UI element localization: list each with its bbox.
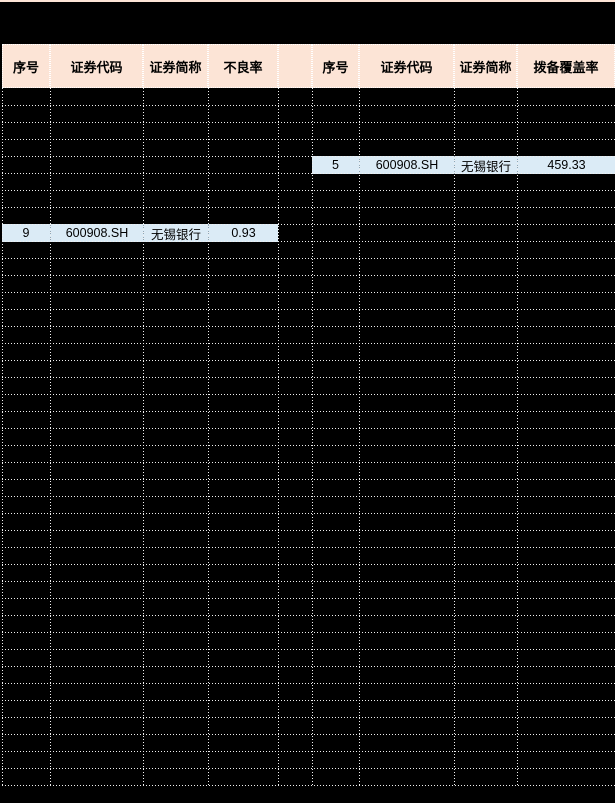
gridline-horizontal: [2, 479, 615, 480]
title-band-redacted: [0, 2, 615, 44]
gridline-horizontal: [2, 666, 615, 667]
gridline-horizontal: [2, 207, 615, 208]
left-highlight-value[interactable]: 0.93: [208, 224, 278, 242]
gridline-horizontal: [2, 139, 615, 140]
gridline-horizontal: [2, 343, 615, 344]
gridline-horizontal: [2, 326, 615, 327]
header-right-coverage-ratio[interactable]: 拨备覆盖率: [517, 44, 615, 88]
top-border-line: [0, 0, 615, 2]
gridline-horizontal: [2, 530, 615, 531]
header-left-npl-rate[interactable]: 不良率: [208, 44, 278, 88]
gridline-horizontal: [2, 632, 615, 633]
gridline-vertical: [143, 88, 144, 785]
left-highlight-code[interactable]: 600908.SH: [50, 224, 143, 242]
gridline-horizontal: [2, 445, 615, 446]
gridline-horizontal: [2, 309, 615, 310]
header-right-code[interactable]: 证券代码: [359, 44, 454, 88]
gridline-horizontal: [2, 258, 615, 259]
gridline-horizontal: [2, 768, 615, 769]
gridline-vertical: [50, 88, 51, 785]
right-highlight-name[interactable]: 无锡银行: [454, 156, 517, 174]
gridline-horizontal: [2, 377, 615, 378]
gridline-vertical: [454, 88, 455, 785]
gridline-horizontal: [2, 105, 615, 106]
gridline-vertical: [2, 88, 3, 785]
gridline-horizontal: [2, 649, 615, 650]
gridline-horizontal: [2, 717, 615, 718]
header-left-code[interactable]: 证券代码: [50, 44, 143, 88]
gridline-vertical: [312, 88, 313, 785]
header-right-name[interactable]: 证券简称: [454, 44, 517, 88]
gridline-horizontal: [2, 360, 615, 361]
gridline-vertical: [517, 88, 518, 785]
gridline-horizontal: [2, 581, 615, 582]
header-right-seq[interactable]: 序号: [312, 44, 359, 88]
gridline-horizontal: [2, 190, 615, 191]
right-highlight-code[interactable]: 600908.SH: [359, 156, 454, 174]
gridline-horizontal: [2, 564, 615, 565]
gridline-horizontal: [2, 734, 615, 735]
gridline-horizontal: [2, 275, 615, 276]
gridline-horizontal: [2, 428, 615, 429]
gridline-horizontal: [2, 683, 615, 684]
gridline-horizontal: [2, 785, 615, 786]
gridline-horizontal: [2, 411, 615, 412]
gridline-vertical: [208, 88, 209, 785]
gridline-horizontal: [2, 513, 615, 514]
gridline-horizontal: [2, 700, 615, 701]
gridline-horizontal: [2, 292, 615, 293]
gridline-horizontal: [2, 547, 615, 548]
header-spacer-cell: [278, 44, 312, 88]
gridline-horizontal: [2, 751, 615, 752]
gridline-horizontal: [2, 462, 615, 463]
right-highlight-seq[interactable]: 5: [312, 156, 359, 174]
right-highlight-value[interactable]: 459.33: [517, 156, 615, 174]
gridline-horizontal: [2, 598, 615, 599]
gridline-vertical: [359, 88, 360, 785]
header-left-name[interactable]: 证券简称: [143, 44, 208, 88]
left-highlight-name[interactable]: 无锡银行: [143, 224, 208, 242]
gridline-horizontal: [2, 496, 615, 497]
gridline-horizontal: [2, 615, 615, 616]
left-highlight-seq[interactable]: 9: [2, 224, 50, 242]
gridline-horizontal: [2, 394, 615, 395]
header-left-seq[interactable]: 序号: [2, 44, 50, 88]
gridline-horizontal: [2, 122, 615, 123]
gridline-vertical: [278, 88, 279, 785]
